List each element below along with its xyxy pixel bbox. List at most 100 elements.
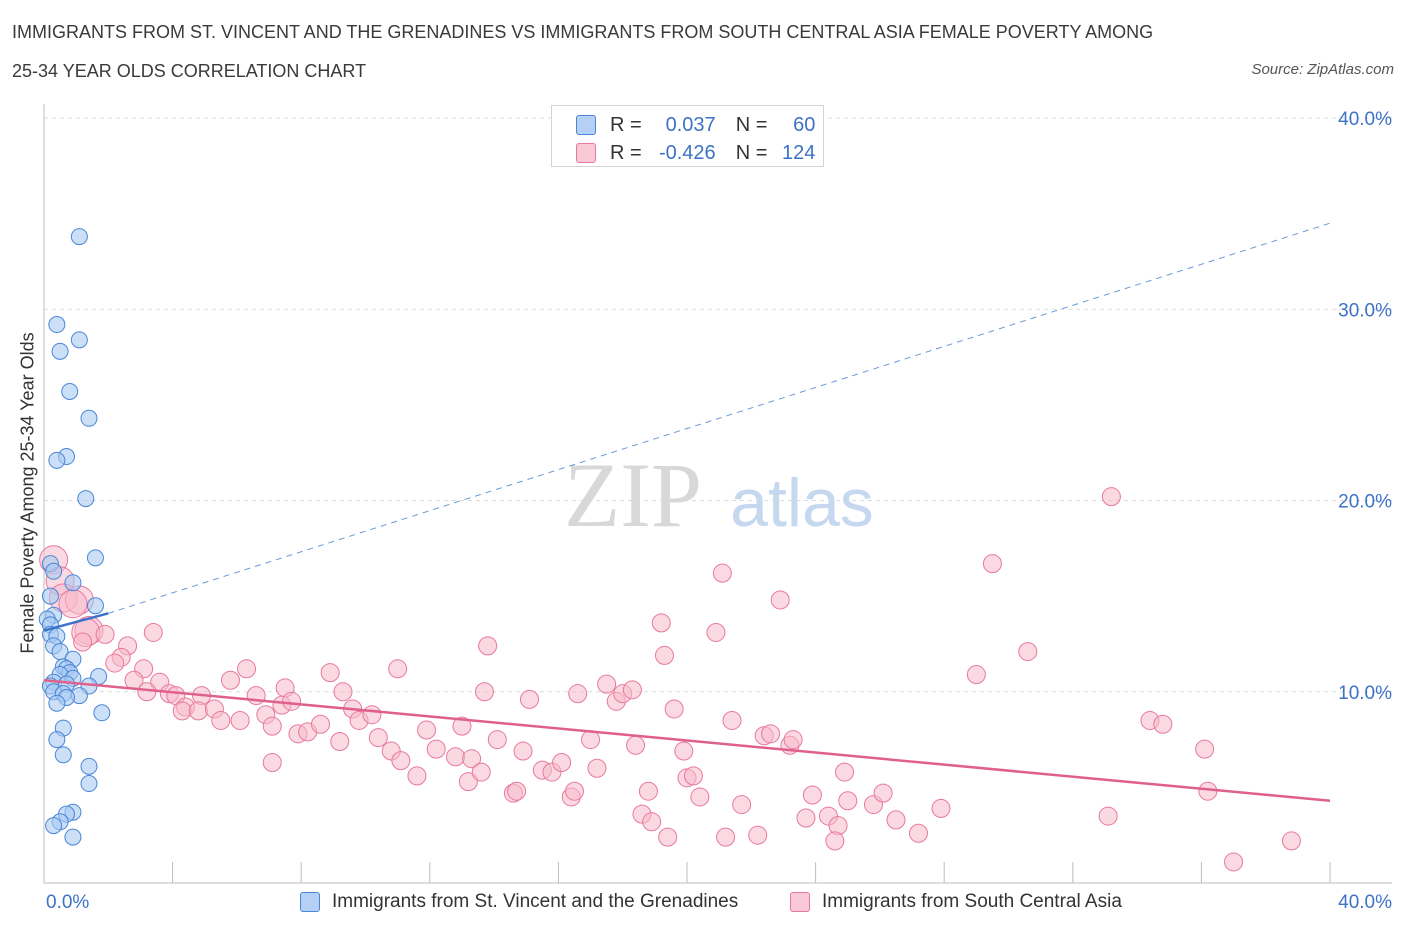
axes xyxy=(43,104,1392,884)
watermark-atlas: atlas xyxy=(730,465,874,541)
pink-data-point xyxy=(211,710,231,730)
pink-data-point xyxy=(1018,642,1038,662)
pink-data-point xyxy=(1281,831,1301,851)
source-label: Source: ZipAtlas.com xyxy=(1251,61,1394,78)
blue-data-point xyxy=(80,757,98,775)
pink-data-point xyxy=(658,827,678,847)
pink-data-point xyxy=(1153,714,1173,734)
pink-data-point xyxy=(828,816,848,836)
pink-data-point xyxy=(835,762,855,782)
pink-data-point xyxy=(362,705,382,725)
pink-data-point xyxy=(796,808,816,828)
pink-data-point xyxy=(802,785,822,805)
pink-data-point xyxy=(706,622,726,642)
y-tick-label: 30.0% xyxy=(1338,300,1392,321)
blue-data-point xyxy=(64,574,82,592)
pink-data-point xyxy=(237,659,257,679)
pink-data-point xyxy=(966,665,986,685)
pink-data-point xyxy=(908,823,928,843)
n-label: N = xyxy=(735,141,768,164)
blue-data-point xyxy=(80,775,98,793)
pink-data-point xyxy=(333,682,353,702)
pink-data-point xyxy=(838,791,858,811)
blue-data-point xyxy=(45,562,63,580)
stats-legend: R = 0.037 N = 60 R = -0.426 N = 124 xyxy=(551,105,824,167)
gridlines xyxy=(44,117,1392,693)
y-tick-label: 20.0% xyxy=(1338,492,1392,513)
pink-data-point xyxy=(722,710,742,730)
pink-data-point xyxy=(95,624,115,644)
pink-data-point xyxy=(1101,487,1121,507)
legend-row-pink: R = -0.426 N = 124 xyxy=(576,141,815,165)
pink-data-point xyxy=(626,735,646,755)
pink-data-point xyxy=(471,762,491,782)
pink-data-point xyxy=(73,632,93,652)
pink-n-value: 124 xyxy=(782,141,816,164)
blue-data-point xyxy=(48,451,66,469)
south-central-asia-points xyxy=(39,487,1301,872)
pink-data-point xyxy=(664,699,684,719)
pink-trend-line xyxy=(43,679,1331,803)
pink-data-point xyxy=(622,680,642,700)
blue-data-point xyxy=(45,817,63,835)
pink-data-point xyxy=(310,714,330,734)
pink-data-point xyxy=(712,563,732,583)
n-label: N = xyxy=(735,113,768,136)
pink-data-point xyxy=(587,758,607,778)
blue-data-point xyxy=(80,409,98,427)
pink-data-point xyxy=(407,766,427,786)
pink-data-point xyxy=(487,730,507,750)
pink-legend-label: Immigrants from South Central Asia xyxy=(822,891,1122,912)
pink-data-point xyxy=(452,716,472,736)
trend-lines xyxy=(43,222,1331,803)
pink-data-point xyxy=(230,710,250,730)
blue-legend-label: Immigrants from St. Vincent and the Gren… xyxy=(332,891,739,912)
pink-data-point xyxy=(690,787,710,807)
y-tick-label: 10.0% xyxy=(1338,683,1392,704)
pink-data-point xyxy=(886,810,906,830)
blue-trend-line xyxy=(43,612,109,632)
pink-data-point xyxy=(638,781,658,801)
pink-data-point xyxy=(474,682,494,702)
pink-data-point xyxy=(732,795,752,815)
blue-data-point xyxy=(61,382,79,400)
pink-data-point xyxy=(748,825,768,845)
pink-data-point xyxy=(1098,806,1118,826)
pink-data-point xyxy=(105,653,125,673)
blue-data-point xyxy=(48,316,66,334)
st-vincent-points xyxy=(38,228,111,846)
pink-data-point xyxy=(426,739,446,759)
pink-data-point xyxy=(564,781,584,801)
pink-data-point xyxy=(761,724,781,744)
chart-title-line-2: 25-34 YEAR OLDS CORRELATION CHART xyxy=(12,61,367,81)
pink-data-point xyxy=(982,554,1002,574)
blue-legend-swatch xyxy=(300,892,320,912)
pink-legend-swatch xyxy=(790,892,810,912)
y-tick-label: 40.0% xyxy=(1338,109,1392,130)
pink-data-point xyxy=(391,751,411,771)
pink-data-point xyxy=(446,747,466,767)
pink-data-point xyxy=(552,753,572,773)
pink-data-point xyxy=(388,659,408,679)
blue-data-point xyxy=(64,828,82,846)
pink-data-point xyxy=(262,716,282,736)
bottom-legend-pink: Immigrants from South Central Asia xyxy=(790,889,1122,915)
pink-data-point xyxy=(462,749,482,769)
pink-data-point xyxy=(368,728,388,748)
pink-data-point xyxy=(519,689,539,709)
pink-data-point xyxy=(597,674,617,694)
pink-data-point xyxy=(417,720,437,740)
pink-data-point xyxy=(1195,739,1215,759)
pink-data-point xyxy=(716,827,736,847)
pink-data-point xyxy=(507,781,527,801)
blue-data-point xyxy=(93,704,111,722)
x-tick-label-min: 0.0% xyxy=(46,892,89,913)
blue-data-point xyxy=(54,746,72,764)
pink-data-point xyxy=(651,613,671,633)
pink-data-point xyxy=(674,741,694,761)
pink-data-point xyxy=(330,731,350,751)
blue-trend-extension xyxy=(108,222,1331,614)
pink-data-point xyxy=(654,645,674,665)
pink-data-point xyxy=(262,753,282,773)
